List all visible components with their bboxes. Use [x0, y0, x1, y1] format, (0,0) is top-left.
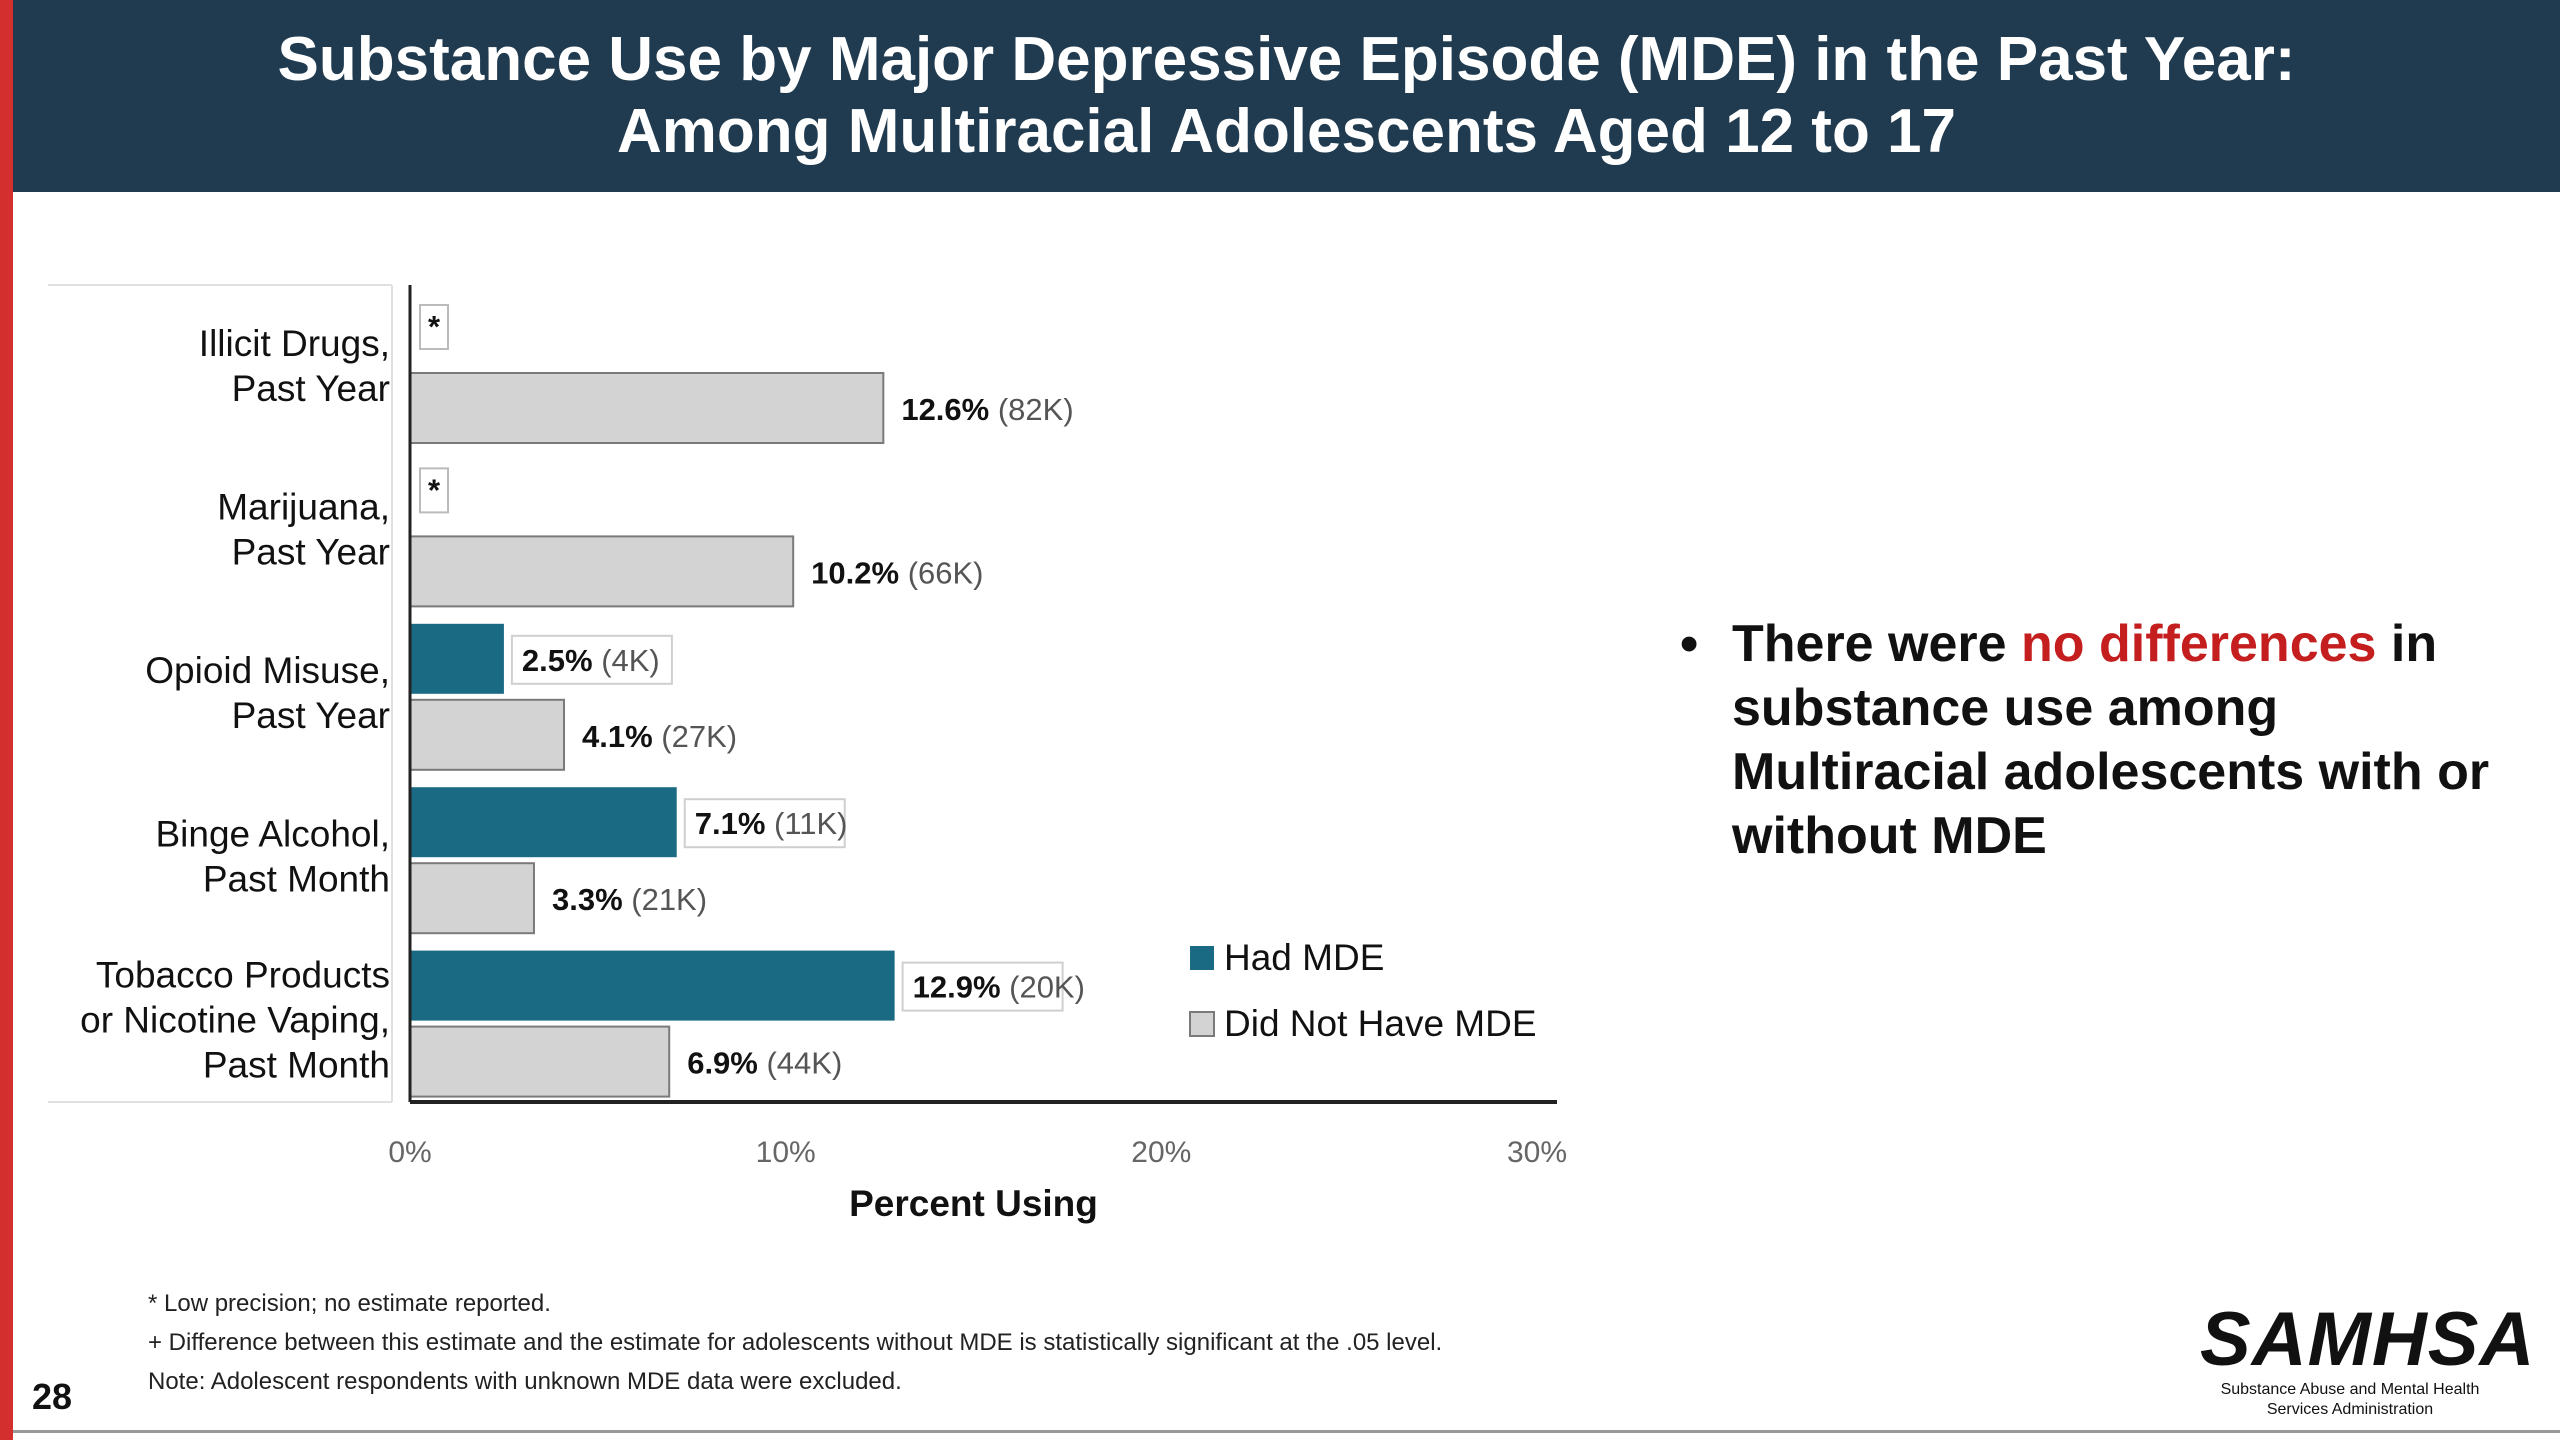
data-label: 6.9% (44K): [687, 1046, 842, 1081]
title-line-1: Substance Use by Major Depressive Episod…: [277, 25, 2296, 94]
data-label-percent: 4.1%: [582, 719, 661, 754]
low-precision-box: [419, 467, 449, 514]
bullet-highlight: no differences: [2021, 615, 2377, 673]
bullet-dot: •: [1680, 615, 1699, 673]
key-finding-bullet: • There were no differences in substance…: [1680, 612, 2500, 868]
data-label: 2.5% (4K): [522, 643, 660, 678]
data-label-box: [510, 634, 673, 685]
bar: [409, 535, 795, 608]
bullet-text-pre: There were: [1732, 615, 2022, 673]
logo-subtitle-2: Services Administration: [2266, 1401, 2434, 1418]
data-label-percent: 3.3%: [552, 882, 631, 917]
data-label-count: (4K): [601, 643, 660, 678]
x-tick-label: 0%: [388, 1136, 431, 1169]
x-axis-title: Percent Using: [849, 1183, 1098, 1224]
category-label: or Nicotine Vaping,: [80, 999, 390, 1040]
title-line-2: Among Multiracial Adolescents Aged 12 to…: [616, 97, 1957, 166]
bullet-text: There were no differences in substance u…: [1732, 612, 2500, 868]
low-precision-box: [419, 304, 449, 350]
x-tick-label: 30%: [1507, 1136, 1567, 1169]
logo-wordmark: SAMHSA: [2200, 1297, 2536, 1382]
data-label-percent: 7.1%: [695, 806, 774, 841]
data-label-percent: 2.5%: [522, 643, 601, 678]
data-label-percent: 6.9%: [687, 1046, 766, 1081]
category-label: Past Month: [203, 1044, 390, 1085]
bar: [409, 372, 885, 444]
category-label: Past Year: [232, 532, 390, 573]
x-tick-label: 10%: [756, 1136, 816, 1169]
bar: [410, 950, 895, 1021]
data-label-box: [901, 961, 1064, 1012]
slide-header: Substance Use by Major Depressive Episod…: [13, 0, 2560, 192]
category-label: Marijuana,: [217, 487, 390, 528]
data-label-count: (44K): [766, 1046, 842, 1081]
samhsa-logo: SAMHSA Substance Abuse and Mental Health…: [2200, 1297, 2536, 1420]
category-label: Past Year: [232, 695, 390, 736]
bar: [410, 623, 504, 694]
footnote-note: Note: Adolescent respondents with unknow…: [148, 1368, 902, 1395]
bottom-rule: [13, 1430, 2560, 1433]
data-label-count: (27K): [661, 719, 737, 754]
data-label-percent: 12.6%: [901, 392, 998, 427]
footnote-significance: + Difference between this estimate and t…: [148, 1329, 1443, 1356]
data-label: 12.6% (82K): [901, 392, 1073, 427]
footnote-low-precision: * Low precision; no estimate reported.: [148, 1290, 551, 1317]
data-label: 7.1% (11K): [695, 806, 848, 841]
category-label: Opioid Misuse,: [145, 650, 390, 691]
data-label-percent: 10.2%: [811, 555, 908, 590]
legend-label: Had MDE: [1224, 937, 1384, 978]
footnotes: * Low precision; no estimate reported. +…: [148, 1284, 1442, 1401]
category-label: Past Month: [203, 858, 390, 899]
logo-subtitle-1: Substance Abuse and Mental Health: [2220, 1381, 2480, 1398]
category-label: Binge Alcohol,: [155, 813, 390, 854]
data-label-percent: 12.9%: [913, 970, 1010, 1005]
legend-swatch: [1190, 946, 1214, 970]
data-label: 3.3% (21K): [552, 882, 707, 917]
data-label-count: (21K): [631, 882, 707, 917]
bar: [409, 862, 535, 935]
bullet-text-post: in substance use among Multiracial adole…: [1732, 615, 2490, 865]
low-precision-marker: *: [428, 472, 441, 507]
category-label: Past Year: [232, 368, 390, 409]
legend-swatch: [1189, 1011, 1215, 1037]
data-label: 12.9% (20K): [913, 970, 1085, 1005]
bar: [410, 787, 677, 858]
data-label-count: (20K): [1009, 970, 1085, 1005]
bar-chart: Illicit Drugs, Past Year * 12.6% (82K) Marij…: [40, 280, 1600, 1240]
category-label: Illicit Drugs,: [199, 323, 390, 364]
chart-svg: Illicit Drugs,Past Year*12.6% (82K)Marij…: [48, 284, 1567, 1224]
accent-stripe: [0, 0, 13, 1440]
data-label-count: (11K): [774, 806, 848, 841]
x-tick-label: 20%: [1131, 1136, 1191, 1169]
bar: [409, 698, 566, 771]
data-label-box: [683, 798, 846, 849]
legend-label: Did Not Have MDE: [1224, 1003, 1537, 1044]
low-precision-marker: *: [428, 309, 441, 344]
bar: [409, 1025, 671, 1098]
category-label: Tobacco Products: [96, 954, 390, 995]
data-label: 4.1% (27K): [582, 719, 737, 754]
slide-number: 28: [32, 1376, 73, 1417]
data-label-count: (82K): [998, 392, 1074, 427]
data-label: 10.2% (66K): [811, 555, 983, 590]
data-label-count: (66K): [908, 555, 984, 590]
